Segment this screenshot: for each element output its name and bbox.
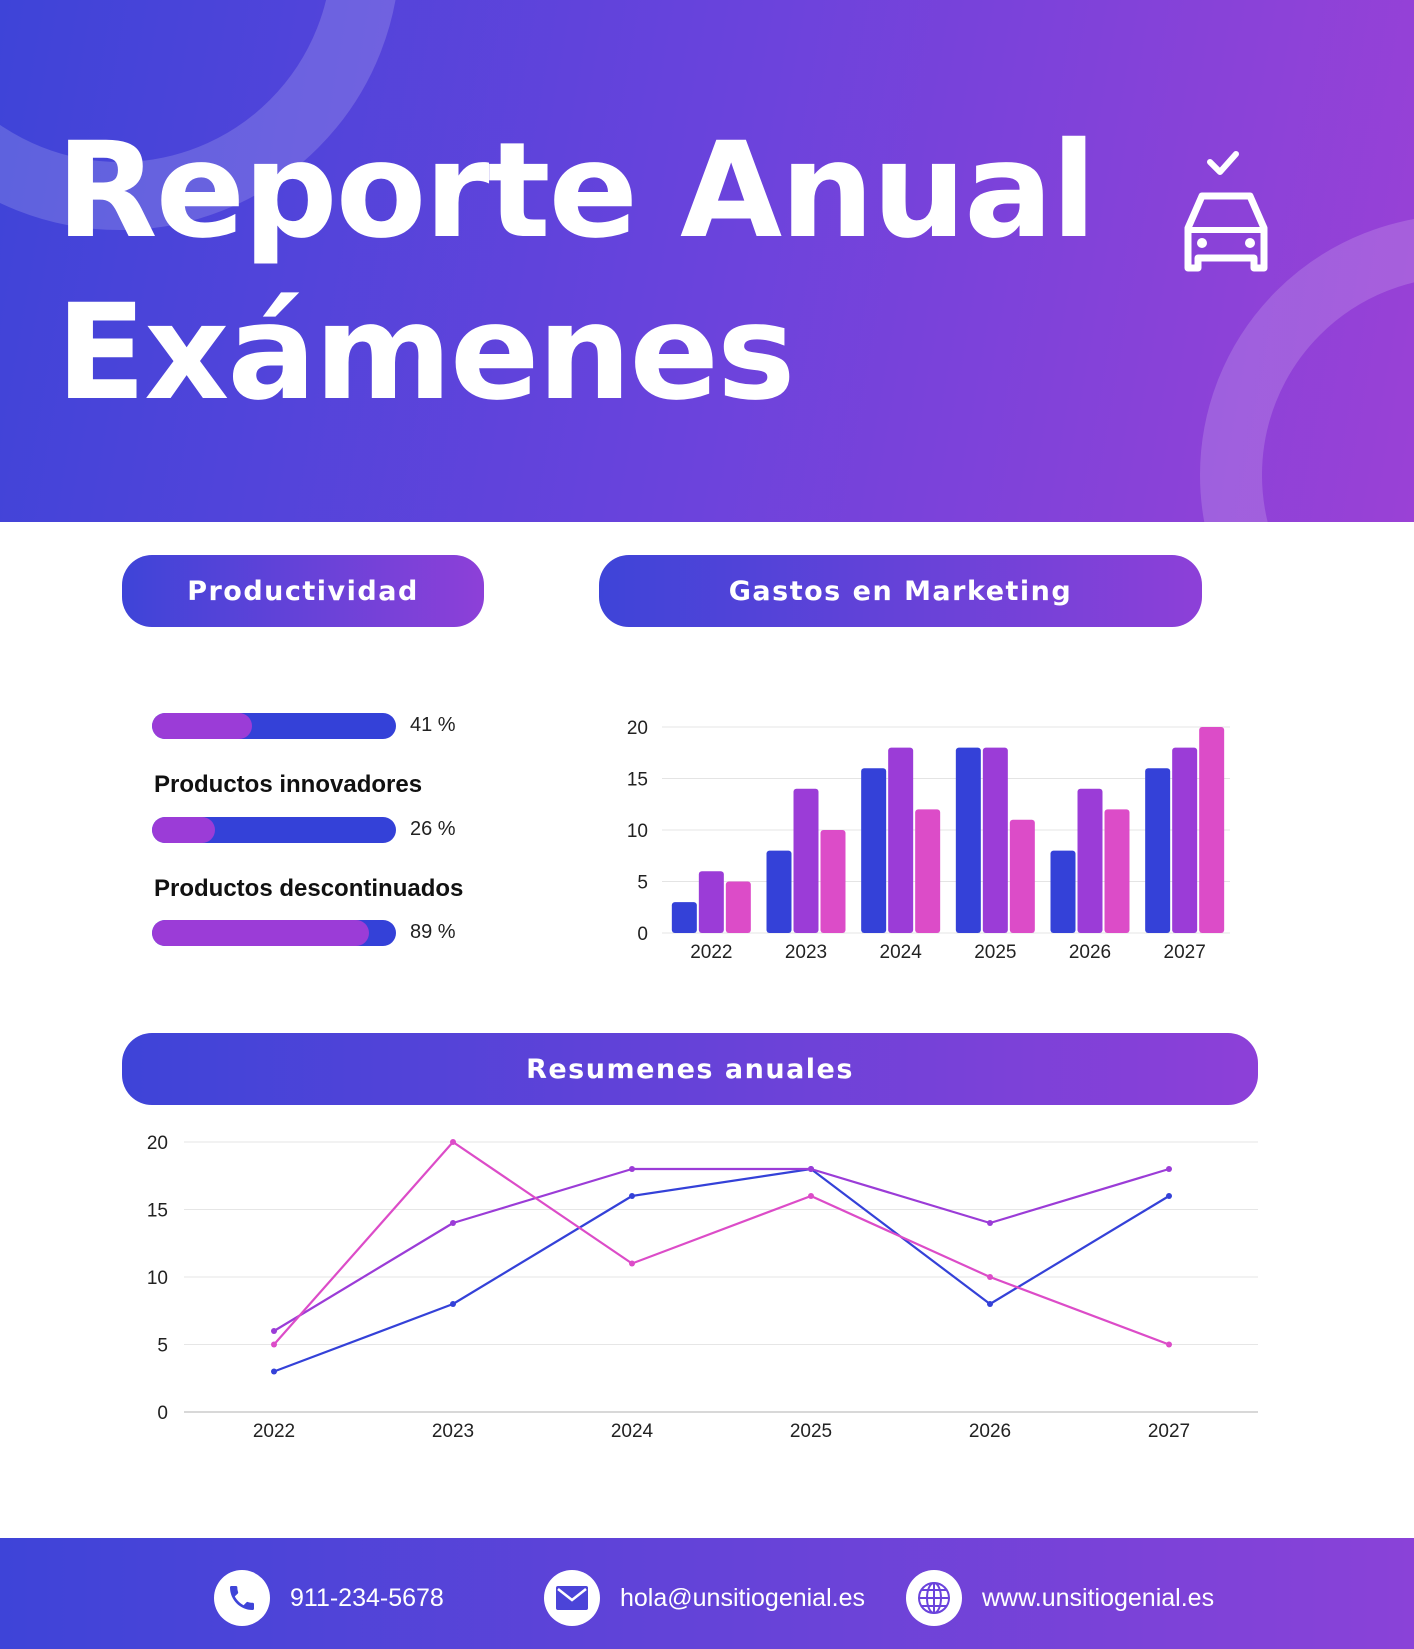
globe-icon bbox=[918, 1582, 950, 1614]
car-check-icon bbox=[1184, 151, 1268, 272]
header-banner: Reporte Anual Exámenes bbox=[0, 0, 1414, 522]
y-tick-label: 10 bbox=[147, 1268, 168, 1289]
data-point bbox=[271, 1368, 277, 1375]
progress-percent: 89 % bbox=[410, 921, 456, 943]
contact-website[interactable]: www.unsitiogenial.es bbox=[906, 1570, 1214, 1626]
x-tick-label: 2022 bbox=[690, 942, 732, 963]
bar bbox=[955, 747, 981, 933]
bar bbox=[1199, 727, 1225, 933]
marketing-heading: Gastos en Marketing bbox=[599, 555, 1202, 627]
x-tick-label: 2027 bbox=[1164, 942, 1206, 963]
data-point bbox=[629, 1260, 635, 1267]
bar bbox=[820, 830, 846, 933]
productivity-heading: Productividad bbox=[122, 555, 484, 627]
bar bbox=[671, 902, 697, 933]
bar bbox=[766, 850, 792, 933]
progress-fill bbox=[152, 713, 253, 739]
series-line bbox=[273, 1167, 1170, 1332]
bar bbox=[1009, 819, 1035, 933]
y-tick-label: 20 bbox=[627, 718, 648, 739]
title-line-1: Reporte Anual bbox=[56, 114, 1096, 268]
data-point bbox=[450, 1220, 456, 1226]
summaries-heading: Resumenes anuales bbox=[122, 1033, 1258, 1105]
data-point bbox=[629, 1193, 635, 1199]
y-tick-label: 5 bbox=[637, 873, 648, 894]
bar bbox=[793, 788, 819, 933]
x-tick-label: 2022 bbox=[253, 1421, 295, 1442]
x-tick-label: 2024 bbox=[611, 1421, 654, 1442]
x-tick-label: 2026 bbox=[969, 1421, 1011, 1442]
x-tick-label: 2025 bbox=[974, 942, 1016, 963]
data-point bbox=[450, 1301, 456, 1307]
bar bbox=[698, 871, 724, 933]
y-tick-label: 20 bbox=[147, 1133, 168, 1154]
x-tick-label: 2023 bbox=[785, 942, 827, 963]
series-line bbox=[273, 1140, 1170, 1346]
progress-label: Productos innovadores bbox=[154, 771, 423, 798]
data-point bbox=[450, 1139, 456, 1145]
contact-email[interactable]: hola@unsitiogenial.es bbox=[544, 1570, 865, 1626]
data-point bbox=[271, 1328, 277, 1334]
data-point bbox=[629, 1166, 635, 1172]
annual-line-chart: 0 5 10 15 20 2022 2023 2024 2025 2026 2027 bbox=[147, 1133, 1258, 1442]
x-tick-label: 2023 bbox=[432, 1421, 474, 1442]
data-point bbox=[271, 1341, 277, 1348]
y-tick-label: 5 bbox=[157, 1336, 168, 1357]
page-title: Reporte Anual Exámenes bbox=[56, 110, 1096, 434]
y-tick-label: 10 bbox=[627, 821, 648, 842]
x-tick-label: 2026 bbox=[1069, 942, 1111, 963]
y-tick-label: 0 bbox=[637, 924, 648, 945]
data-point bbox=[987, 1301, 993, 1307]
contact-phone[interactable]: 911-234-5678 bbox=[214, 1570, 444, 1626]
bar bbox=[1050, 850, 1076, 933]
website-url: www.unsitiogenial.es bbox=[982, 1583, 1215, 1612]
progress-fill bbox=[152, 817, 216, 843]
x-tick-label: 2024 bbox=[880, 942, 923, 963]
y-tick-label: 15 bbox=[147, 1201, 168, 1222]
marketing-bar-chart: 0 5 10 15 20 2022 2023 2024 2025 2026 2027 bbox=[627, 718, 1230, 963]
progress-bar bbox=[152, 817, 396, 843]
bar bbox=[1077, 788, 1103, 933]
progress-fill bbox=[152, 920, 370, 946]
bar bbox=[1172, 747, 1198, 933]
x-tick-label: 2027 bbox=[1148, 1421, 1190, 1442]
data-point bbox=[808, 1193, 814, 1199]
progress-bar bbox=[152, 920, 396, 946]
progress-label: Productos descontinuados bbox=[154, 875, 464, 902]
bar bbox=[1104, 809, 1130, 933]
title-line-2: Exámenes bbox=[56, 276, 796, 430]
envelope-icon bbox=[556, 1586, 588, 1610]
bar bbox=[982, 747, 1008, 933]
bar bbox=[1145, 768, 1171, 933]
data-point bbox=[1166, 1166, 1172, 1172]
email-address: hola@unsitiogenial.es bbox=[620, 1583, 865, 1612]
y-tick-label: 15 bbox=[627, 770, 648, 791]
data-point bbox=[1166, 1193, 1172, 1199]
x-tick-label: 2025 bbox=[790, 1421, 832, 1442]
data-point bbox=[987, 1220, 993, 1226]
progress-percent: 41 % bbox=[410, 714, 456, 736]
phone-number: 911-234-5678 bbox=[290, 1583, 444, 1612]
bar bbox=[725, 881, 751, 933]
y-tick-label: 0 bbox=[157, 1403, 168, 1424]
bar bbox=[861, 768, 887, 933]
data-point bbox=[808, 1166, 814, 1172]
bar bbox=[888, 747, 914, 933]
bar bbox=[915, 809, 941, 933]
data-point bbox=[1166, 1341, 1172, 1348]
progress-bar bbox=[152, 713, 396, 739]
phone-icon bbox=[230, 1586, 254, 1610]
data-point bbox=[987, 1274, 993, 1280]
progress-percent: 26 % bbox=[410, 818, 456, 840]
series-line bbox=[273, 1167, 1170, 1373]
